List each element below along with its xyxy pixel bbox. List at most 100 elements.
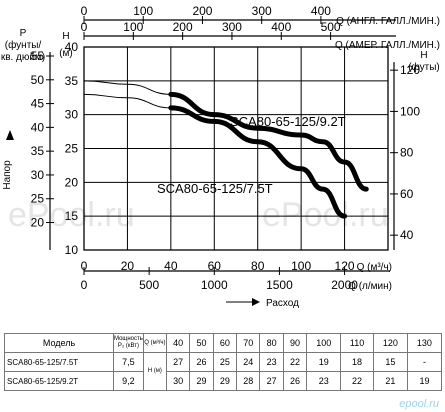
h-value-cell: 30 bbox=[165, 371, 191, 391]
y-axis-label-psi: P bbox=[20, 28, 27, 39]
power-header: Мощность P₂ (кВт) bbox=[113, 333, 144, 353]
y-tick-label-psi: 55 bbox=[31, 49, 45, 63]
x-axis-label-lmin: Q (л/мин) bbox=[348, 281, 392, 292]
x-tick-label-m3h: 120 bbox=[335, 259, 355, 273]
h-value-cell: 18 bbox=[340, 352, 374, 372]
chart-curves bbox=[83, 80, 369, 219]
h-value-cell: 21 bbox=[372, 371, 408, 391]
curve-SCA80-65-125/9.2T bbox=[168, 91, 369, 192]
q-value-cell: 80 bbox=[259, 333, 284, 353]
h-value-cell: 27 bbox=[165, 352, 191, 372]
x-tick-label-lmin: 1500 bbox=[266, 278, 293, 292]
y-tick-label-ft: 60 bbox=[400, 187, 414, 201]
q-value-cell: 90 bbox=[282, 333, 308, 353]
x-tick-label-us-gpm: 0 bbox=[81, 20, 88, 34]
x-tick-label-imperial-gpm: 400 bbox=[311, 4, 331, 18]
h-value-cell: 29 bbox=[212, 371, 238, 391]
y-tick-label-psi: 35 bbox=[31, 144, 45, 158]
q-value-cell: 40 bbox=[165, 333, 191, 353]
bottom-caption: Расход bbox=[266, 298, 299, 309]
x-tick-label-us-gpm: 100 bbox=[123, 20, 143, 34]
power-cell: 7,5 bbox=[113, 352, 144, 372]
y-tick-label-psi: 50 bbox=[31, 73, 45, 87]
x-tick-label-imperial-gpm: 300 bbox=[252, 4, 272, 18]
y-tick-label-m: 10 bbox=[65, 243, 79, 257]
x-tick-label-m3h: 100 bbox=[291, 259, 311, 273]
y-tick-label-ft: 120 bbox=[400, 63, 420, 77]
x-tick-label-us-gpm: 300 bbox=[222, 20, 242, 34]
y-tick-label-psi: 30 bbox=[31, 168, 45, 182]
q-value-cell: 110 bbox=[340, 333, 374, 353]
y-tick-label-psi: 25 bbox=[31, 192, 45, 206]
table-row: SCA80-65-125/7.5T 7,5 H (м) 27 26 25 24 … bbox=[4, 352, 443, 391]
x-tick-label-imperial-gpm: 200 bbox=[192, 4, 212, 18]
side-label-group: Напор bbox=[2, 160, 13, 190]
x-tick-label-m3h: 80 bbox=[251, 259, 265, 273]
x-tick-label-lmin: 500 bbox=[139, 278, 159, 292]
h-value-cell: 19 bbox=[406, 371, 443, 391]
series-label-SCA80-65-125/9.2T: SCA80-65-125/9.2T bbox=[230, 114, 346, 129]
h-value-cell: 15 bbox=[372, 352, 408, 372]
performance-table: Модель Мощность P₂ (кВт) Q (м³/ч) 40 50 … bbox=[4, 333, 443, 391]
y-tick-label-ft: 40 bbox=[400, 228, 414, 242]
corner-watermark: epool.ru bbox=[399, 398, 439, 410]
h-header: H (м) bbox=[142, 352, 167, 391]
y-axis-label-m: H bbox=[62, 31, 69, 42]
x-tick-label-us-gpm: 400 bbox=[271, 20, 291, 34]
q-value-cell: 120 bbox=[372, 333, 408, 353]
model-header: Модель bbox=[4, 333, 114, 353]
watermark-left: ePool.ru bbox=[8, 196, 135, 234]
y-axis-label-m-unit: (м) bbox=[59, 48, 73, 59]
side-label-head: Напор bbox=[2, 160, 13, 190]
h-value-cell: 25 bbox=[212, 352, 238, 372]
y-tick-label-m: 30 bbox=[65, 108, 79, 122]
y-tick-label-psi: 45 bbox=[31, 97, 45, 111]
y-tick-label-m: 40 bbox=[65, 40, 79, 54]
y-tick-label-psi: 40 bbox=[31, 120, 45, 134]
h-value-cell: 22 bbox=[282, 352, 308, 372]
q-header: Q (м³/ч) bbox=[142, 333, 167, 353]
y-tick-label-m: 15 bbox=[65, 209, 79, 223]
series-label-SCA80-65-125/7.5T: SCA80-65-125/7.5T bbox=[157, 181, 273, 196]
y-tick-label-ft: 100 bbox=[400, 104, 420, 118]
chart-grid: ePool.ru ePool.ru bbox=[8, 46, 389, 251]
y-tick-label-psi: 20 bbox=[31, 216, 45, 230]
y-axis-label-ft: H bbox=[420, 50, 427, 61]
pump-performance-chart: ePool.ru ePool.ru 0 20 40 60 80 100 120 Q (м³/ч)… bbox=[1, 4, 440, 309]
x-tick-label-imperial-gpm: 100 bbox=[133, 4, 153, 18]
h-value-cell: 29 bbox=[189, 371, 214, 391]
x-tick-label-lmin: 1000 bbox=[201, 278, 228, 292]
x-axis-label-m3h: Q (м³/ч) bbox=[357, 262, 392, 273]
model-cell: SCA80-65-125/7.5T bbox=[4, 352, 114, 372]
y-axis-label-psi-line2: (фунты/ bbox=[5, 39, 42, 51]
q-value-cell: 70 bbox=[236, 333, 261, 353]
curve-SCA80-65-125/7.5T bbox=[168, 105, 348, 219]
side-label-arrow bbox=[6, 130, 14, 140]
h-value-cell: 26 bbox=[282, 371, 308, 391]
caption-arrow-head bbox=[252, 298, 260, 306]
y-axis-label-ft-unit: (футы) bbox=[408, 61, 440, 73]
h-value-cell: 24 bbox=[236, 352, 261, 372]
h-value-cell: 19 bbox=[306, 352, 342, 372]
table-header-row: Модель Мощность P₂ (кВт) Q (м³/ч) 40 50 … bbox=[4, 333, 443, 353]
h-value-cell: 23 bbox=[259, 352, 284, 372]
x-tick-label-imperial-gpm: 0 bbox=[81, 4, 88, 18]
y-tick-label-ft: 80 bbox=[400, 146, 414, 160]
x-tick-label-lmin: 0 bbox=[81, 278, 88, 292]
y-tick-label-m: 35 bbox=[65, 74, 79, 88]
power-cell: 9,2 bbox=[113, 371, 144, 391]
q-value-cell: 130 bbox=[406, 333, 443, 353]
y-axis-label-psi-line3: кв. дюйм) bbox=[1, 52, 45, 63]
x-tick-label-m3h: 40 bbox=[164, 259, 178, 273]
table-row: SCA80-65-125/9.2T 9,2 30 29 29 28 27 26 … bbox=[4, 371, 443, 391]
q-value-cell: 100 bbox=[306, 333, 342, 353]
y-tick-label-m: 20 bbox=[65, 175, 79, 189]
h-value-cell: 23 bbox=[306, 371, 342, 391]
y-tick-label-m: 25 bbox=[65, 142, 79, 156]
h-value-cell: 28 bbox=[236, 371, 261, 391]
x-tick-label-m3h: 20 bbox=[121, 259, 135, 273]
model-cell: SCA80-65-125/9.2T bbox=[4, 371, 114, 391]
x-tick-label-m3h: 60 bbox=[208, 259, 222, 273]
x-tick-label-lmin: 2000 bbox=[331, 278, 358, 292]
h-value-cell: - bbox=[406, 352, 443, 372]
